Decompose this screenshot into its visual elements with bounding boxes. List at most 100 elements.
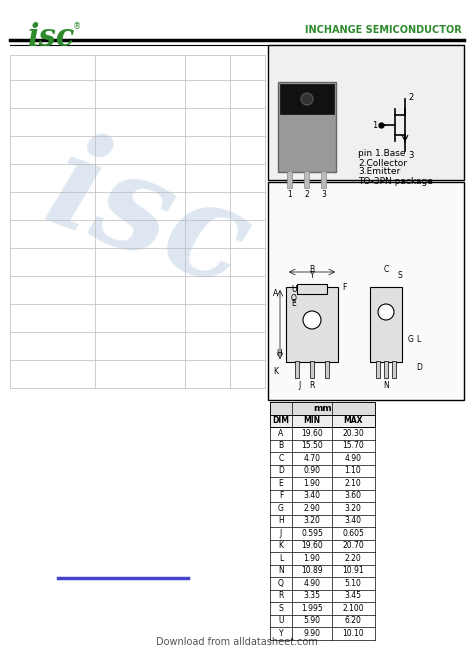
Text: 5.10: 5.10 [345,579,362,588]
Text: 3.20: 3.20 [345,504,362,513]
Text: D: D [416,364,422,373]
Text: 15.70: 15.70 [342,442,364,450]
Text: 20.30: 20.30 [342,429,364,438]
Text: 3.35: 3.35 [303,591,320,600]
Text: U: U [278,616,284,625]
Text: Download from alldatasheet.com: Download from alldatasheet.com [156,637,318,647]
Text: K: K [273,368,278,377]
Text: N: N [383,381,389,391]
Text: G: G [408,336,414,344]
Text: ®: ® [73,22,81,31]
Text: 3: 3 [408,151,413,159]
Text: 3.40: 3.40 [345,517,362,525]
Text: 6.20: 6.20 [345,616,362,625]
Text: isc: isc [30,125,266,316]
Bar [280,84,334,114]
Text: D: D [278,466,284,475]
Text: 1.995: 1.995 [301,604,323,613]
Text: Y: Y [279,628,283,638]
Text: G: G [278,504,284,513]
Text: 3.60: 3.60 [345,491,362,500]
Text: 19.60: 19.60 [301,541,323,550]
Bar [304,171,310,188]
Bar [288,171,292,188]
Text: B: B [310,265,315,273]
Bar [325,361,329,378]
Text: 1.10: 1.10 [345,466,361,475]
Text: S: S [279,604,283,613]
Text: 5.90: 5.90 [303,616,320,625]
Bar [384,361,388,378]
Text: 10.91: 10.91 [342,566,364,576]
Text: 3.45: 3.45 [345,591,362,600]
Bar [376,361,380,378]
Text: mm: mm [313,404,332,413]
Text: R: R [310,381,315,391]
Text: J: J [299,381,301,391]
Circle shape [303,311,321,329]
Text: 3.20: 3.20 [303,517,320,525]
Text: 4.90: 4.90 [345,454,362,463]
Text: 9.90: 9.90 [303,628,320,638]
Text: Q: Q [278,579,284,588]
Text: C: C [383,265,389,273]
Text: 20.70: 20.70 [342,541,364,550]
Text: C: C [278,454,283,463]
Text: Y: Y [310,271,314,281]
Bar [392,361,396,378]
Text: F: F [279,491,283,500]
Text: U: U [291,285,297,293]
Text: 4.70: 4.70 [303,454,320,463]
Text: E: E [279,479,283,488]
Text: 0.595: 0.595 [301,529,323,538]
Text: 2.Collector: 2.Collector [358,159,407,168]
Text: 1.90: 1.90 [303,479,320,488]
Bar [278,82,336,172]
Bar [270,415,375,427]
Bar [295,361,299,378]
Text: 2: 2 [408,92,413,101]
Bar [297,284,327,294]
Text: 2.90: 2.90 [303,504,320,513]
Text: L: L [279,553,283,563]
Text: 0.605: 0.605 [342,529,364,538]
Text: 3.Emitter: 3.Emitter [358,168,400,176]
Text: K: K [279,541,283,550]
Text: 10.89: 10.89 [301,566,323,576]
Text: J: J [280,529,282,538]
Text: A: A [273,289,278,299]
Text: INCHANGE SEMICONDUCTOR: INCHANGE SEMICONDUCTOR [305,25,462,35]
Text: H: H [276,350,282,358]
Text: F: F [342,283,346,293]
Text: 15.50: 15.50 [301,442,323,450]
Text: MAX: MAX [343,416,363,425]
Bar [270,402,375,415]
Text: 2: 2 [305,190,310,199]
Text: N: N [278,566,284,576]
Text: MIN: MIN [303,416,320,425]
Text: B: B [278,442,283,450]
Text: 0.90: 0.90 [303,466,320,475]
Bar [321,171,327,188]
Text: 3: 3 [321,190,327,199]
Bar [286,287,338,362]
Text: 1: 1 [288,190,292,199]
Text: 3.40: 3.40 [303,491,320,500]
Text: E: E [291,299,296,308]
Text: 10.10: 10.10 [342,628,364,638]
Text: 1.90: 1.90 [303,553,320,563]
Text: 4.90: 4.90 [303,579,320,588]
Text: L: L [416,336,420,344]
Text: 2.100: 2.100 [342,604,364,613]
Text: DIM: DIM [273,416,290,425]
Text: A: A [278,429,283,438]
Bar [370,287,402,362]
Text: 1: 1 [372,121,377,129]
Text: S: S [398,271,402,281]
Circle shape [301,93,313,105]
Circle shape [378,304,394,320]
Text: H: H [278,517,284,525]
Text: R: R [278,591,283,600]
Text: 19.60: 19.60 [301,429,323,438]
Text: pin 1.Base: pin 1.Base [358,149,405,159]
